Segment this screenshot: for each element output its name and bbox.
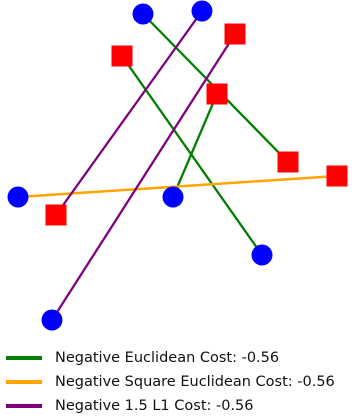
legend-label-l1: Negative 1.5 L1 Cost: -0.56: [55, 398, 254, 414]
matching-line-euclidean: [171, 93, 219, 198]
legend-swatch-euclidean: [6, 356, 42, 360]
blue-circle-point: [132, 3, 154, 25]
blue-circle-point: [41, 309, 63, 331]
legend: Negative Euclidean Cost: -0.56 Negative …: [6, 346, 356, 418]
legend-label-square-euclidean: Negative Square Euclidean Cost: -0.56: [55, 374, 335, 390]
blue-circle-point: [7, 186, 29, 208]
blue-circle-point: [191, 0, 213, 22]
matching-lines: [17, 10, 338, 321]
red-square-point: [111, 45, 133, 67]
red-square-point: [277, 151, 299, 173]
red-square-point: [326, 165, 348, 187]
legend-label-euclidean: Negative Euclidean Cost: -0.56: [55, 350, 280, 366]
red-square-point: [206, 83, 228, 105]
blue-circle-point: [251, 244, 273, 266]
legend-item-square-euclidean: Negative Square Euclidean Cost: -0.56: [6, 370, 356, 394]
legend-swatch-l1: [6, 404, 42, 408]
matching-line-l1-1-5: [55, 10, 203, 216]
legend-item-euclidean: Negative Euclidean Cost: -0.56: [6, 346, 356, 370]
red-square-point: [45, 204, 67, 226]
blue-circle-point: [162, 186, 184, 208]
legend-swatch-square-euclidean: [6, 380, 42, 384]
matching-line-l1-1-5: [51, 33, 236, 321]
matching-line-euclidean: [121, 55, 263, 256]
red-square-point: [224, 23, 246, 45]
point-markers: [7, 0, 348, 331]
legend-item-l1: Negative 1.5 L1 Cost: -0.56: [6, 394, 356, 418]
